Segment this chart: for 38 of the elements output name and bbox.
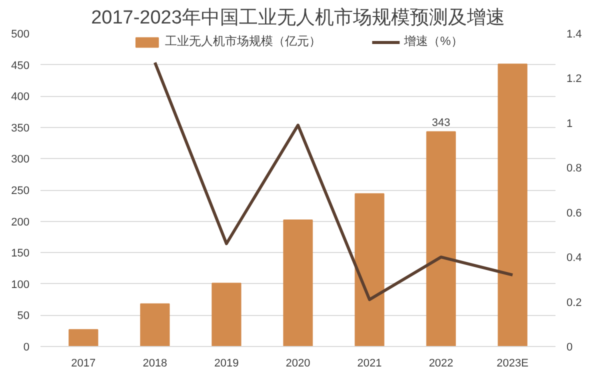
y-tick-label: 0 <box>23 342 30 354</box>
legend-label: 工业无人机市场规模（亿元） <box>165 33 322 50</box>
x-tick-label: 2018 <box>142 358 168 370</box>
y2-tick-label: 1 <box>566 118 573 130</box>
bar <box>354 193 384 346</box>
bar <box>68 329 98 346</box>
y2-tick-label: 0.8 <box>566 162 582 175</box>
x-tick-label: 2017 <box>71 358 96 370</box>
y2-tick-label: 0.4 <box>566 252 582 264</box>
y2-tick-label: 1.2 <box>566 73 582 86</box>
bar <box>498 64 528 346</box>
y-tick-label: 400 <box>11 91 30 104</box>
data-label: 343 <box>432 116 450 129</box>
y-tick-label: 500 <box>11 28 30 40</box>
y2-tick-label: 0 <box>566 342 573 354</box>
x-tick-label: 2021 <box>357 358 382 370</box>
x-tick-label: 2023E <box>496 358 528 370</box>
bar <box>283 220 313 346</box>
y-tick-label: 100 <box>11 278 30 291</box>
y-tick-label: 350 <box>11 122 30 134</box>
bar <box>140 303 170 346</box>
y2-tick-label: 0.2 <box>566 296 582 309</box>
x-tick-label: 2019 <box>214 358 239 370</box>
line-series <box>153 61 514 302</box>
bar <box>426 131 456 346</box>
y2-tick-label: 0.6 <box>566 207 582 220</box>
legend-label: 增速（%） <box>404 33 463 50</box>
y-tick-label: 300 <box>11 154 30 166</box>
y2-tick-label: 1.4 <box>566 28 582 40</box>
chart-title: 2017-2023年中国工业无人机市场规模预测及增速 <box>91 6 505 28</box>
y-tick-label: 150 <box>11 248 30 260</box>
x-tick-label: 2022 <box>428 358 454 370</box>
y-tick-label: 450 <box>11 60 30 72</box>
y-tick-label: 200 <box>11 216 30 228</box>
y-tick-label: 250 <box>11 185 30 197</box>
y-tick-label: 50 <box>17 310 30 322</box>
bar <box>212 282 242 346</box>
x-tick-label: 2020 <box>286 358 310 370</box>
